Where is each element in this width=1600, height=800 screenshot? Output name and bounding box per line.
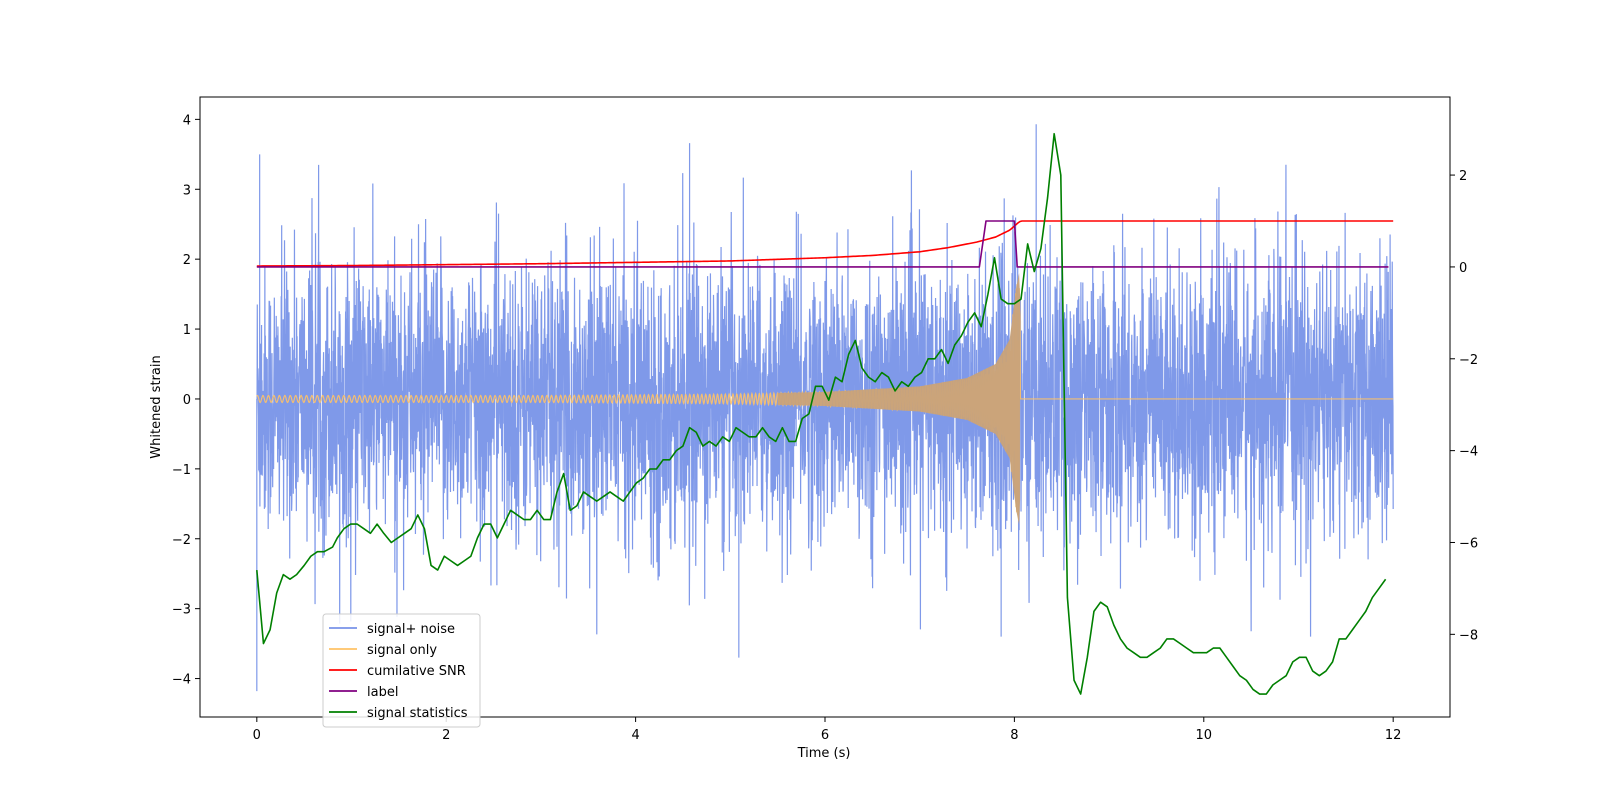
y-tick-label: 2 [183,253,191,268]
legend-label-signal-only: signal only [367,643,437,658]
x-tick-label: 6 [821,728,829,743]
series-label [256,220,1389,268]
y-tick-label: −2 [172,533,191,548]
y-axis-right: −8 −6 −4 −2 0 2 [1450,169,1478,643]
legend-box [322,613,481,728]
legend-label-label: label [367,685,398,700]
label-line [256,220,1389,268]
x-tick-label: 0 [253,728,261,743]
signal-only-envelope [777,273,1021,525]
signal-noise-line [256,124,1394,692]
y-axis-left: −4 −3 −2 −1 0 1 2 3 4 [172,113,200,688]
legend-label-signal-statistics: signal statistics [367,706,468,721]
y-tick-label: 1 [183,323,191,338]
y-right-tick-label: −4 [1459,445,1478,460]
x-axis: 0 2 4 6 8 10 12 [253,717,1402,743]
y-right-tick-label: −6 [1459,536,1478,551]
y-axis-title: Whitened strain [149,355,164,458]
y-right-tick-label: −8 [1459,628,1478,643]
x-tick-label: 2 [442,728,450,743]
x-axis-title: Time (s) [797,746,851,761]
series-signal-statistics [256,132,1387,695]
legend-label-signal-noise: signal+ noise [367,622,455,637]
y-right-tick-label: −2 [1459,353,1478,368]
y-tick-label: −3 [172,603,191,618]
y-tick-label: −4 [172,673,191,688]
y-tick-label: 0 [183,393,191,408]
y-tick-label: −1 [172,463,191,478]
x-tick-label: 4 [631,728,639,743]
x-tick-label: 10 [1196,728,1213,743]
cumilative-snr-line [256,220,1394,267]
legend: signal+ noise signal only cumilative SNR la… [322,613,481,728]
x-tick-label: 12 [1385,728,1402,743]
series-signal-only [256,273,1394,525]
y-right-tick-label: 2 [1459,169,1467,184]
x-tick-label: 8 [1010,728,1018,743]
signal-statistics-line [256,132,1387,695]
y-tick-label: 3 [183,183,191,198]
series-cumilative-snr [256,220,1394,267]
series-signal-noise [256,124,1394,692]
y-right-tick-label: 0 [1459,261,1467,276]
y-tick-label: 4 [183,113,191,128]
legend-label-cumilative-snr: cumilative SNR [367,664,466,679]
